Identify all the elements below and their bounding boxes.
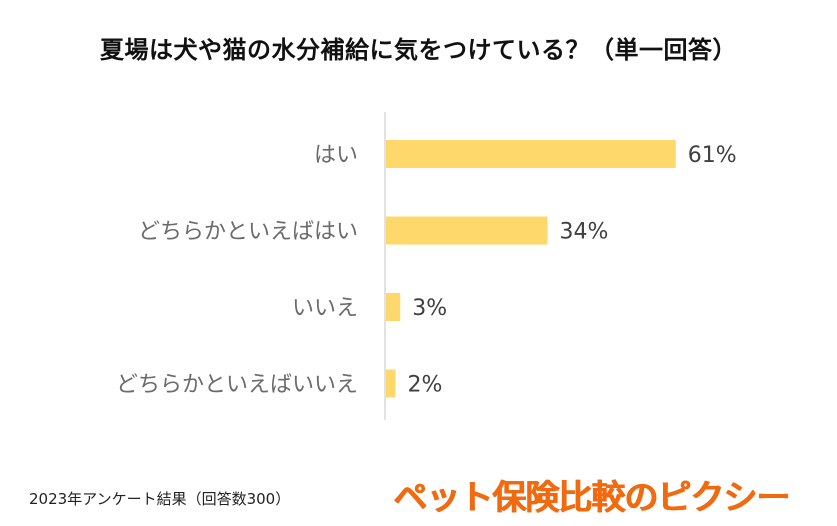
value-label-2: 34% bbox=[560, 220, 609, 245]
value-label-1: 61% bbox=[688, 143, 737, 168]
category-label-2: どちらかといえばはい bbox=[138, 220, 358, 245]
category-label-4: どちらかといえばいいえ bbox=[116, 373, 358, 398]
brand-logo: ペット保険比較のピクシー bbox=[393, 478, 790, 518]
bar-2 bbox=[386, 216, 548, 245]
value-label-3: 3% bbox=[412, 296, 447, 321]
footnote: 2023年アンケート結果（回答数300） bbox=[29, 490, 291, 508]
category-label-3: いいえ bbox=[292, 296, 358, 321]
bars-group: はい 61% どちらかといえばはい 34% いいえ 3% どちらかといえばいいえ 2% bbox=[116, 140, 737, 398]
value-label-4: 2% bbox=[408, 373, 443, 398]
bar-3 bbox=[386, 293, 401, 321]
bar-4 bbox=[386, 369, 396, 398]
category-label-1: はい bbox=[314, 143, 358, 168]
bar-1 bbox=[386, 140, 676, 168]
chart-title: 夏場は犬や猫の水分補給に気をつけている？（単一回答） bbox=[100, 36, 737, 64]
